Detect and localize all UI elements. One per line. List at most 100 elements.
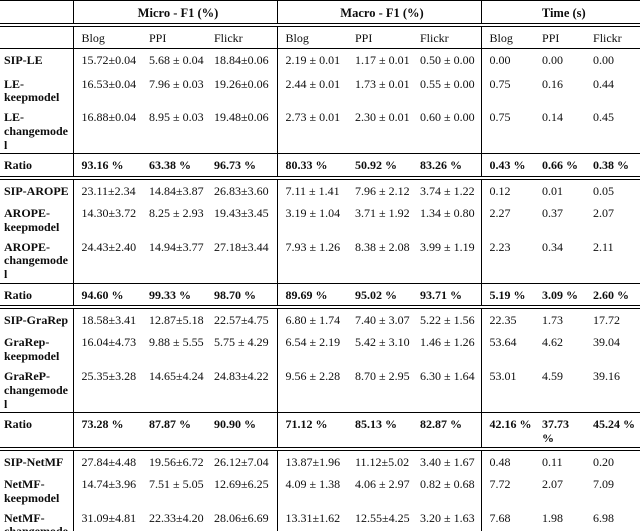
row-label: AROPE-keepmodel [0, 201, 74, 236]
value-cell: 93.16 % [73, 153, 141, 180]
value-cell: 11.12±5.02 [355, 455, 410, 470]
value-cell: 14.30±3.72 [81, 205, 137, 220]
value-cell: 6.98 [585, 506, 640, 531]
table-row: GraRep-keepmodel 16.04±4.73 9.88 ± 5.55 5.7… [0, 331, 640, 366]
value-cell: 26.12±7.04 [206, 449, 278, 474]
value-cell: 1.73 ± 0.01 [355, 76, 410, 91]
value-cell: 7.96 ± 2.12 [355, 183, 410, 198]
value-cell: 80.33 % [277, 153, 347, 180]
corner-cell [0, 24, 74, 49]
value-cell: 0.05 [593, 183, 615, 198]
value-cell: 2.27 [489, 205, 511, 220]
value-cell: 26.83±3.60 [206, 177, 278, 202]
value-cell: 1.17 ± 0.01 [355, 53, 410, 67]
value-cell: 23.11±2.34 [81, 183, 136, 198]
value-cell: 4.59 [534, 365, 586, 414]
value-cell: 27.18±3.44 [206, 235, 278, 284]
value-cell: 1.46 ± 1.26 [412, 331, 482, 366]
value-cell: 37.73 % [534, 412, 586, 452]
value-cell: 98.70 % [206, 283, 278, 310]
value-cell: 2.11 [585, 235, 640, 284]
corner-cell [0, 0, 74, 27]
value-cell: 0.20 [593, 455, 615, 470]
table-row: SIP-NetMF 27.84±4.48 19.56±6.72 26.12±7.04 1… [0, 449, 640, 474]
value-cell: 99.33 % [141, 283, 206, 310]
column-group-row: Micro - F1 (%) Macro - F1 (%) Time (s) [0, 0, 640, 27]
value-cell: 45.24 % [585, 412, 640, 452]
value-cell: 7.11 ± 1.41 [285, 183, 340, 198]
value-cell: 7.51 ± 5.05 [149, 477, 204, 492]
value-cell: 0.66 % [534, 153, 586, 180]
value-cell: 5.68 ± 0.04 [149, 53, 204, 67]
value-cell: 93.71 % [412, 283, 482, 310]
value-cell: 0.75 [489, 76, 511, 91]
value-cell: 12.69±6.25 [206, 473, 278, 507]
value-cell: 0.75 [481, 106, 535, 155]
table-body: SIP-LE 15.72±0.04 5.68 ± 0.04 18.84±0.06 2.1… [0, 48, 640, 531]
value-cell: 7.93 ± 1.26 [277, 235, 347, 284]
value-cell: 6.54 ± 2.19 [285, 335, 341, 350]
value-cell: 0.45 [585, 106, 640, 155]
value-cell: 7.40 ± 3.07 [355, 313, 410, 328]
value-cell: 90.90 % [206, 412, 278, 452]
value-cell: 7.96 ± 0.03 [149, 76, 204, 91]
dataset-header-flickr: Flickr [206, 24, 278, 49]
value-cell: 24.83±4.22 [206, 365, 278, 414]
ratio-row: Ratio 73.28 % 87.87 % 90.90 % 71.12 % 85.13 %… [0, 412, 640, 452]
value-cell: 96.73 % [206, 153, 278, 180]
value-cell: 53.64 [489, 335, 517, 350]
value-cell: 2.60 % [585, 283, 640, 310]
row-label: NetMF-keepmodel [0, 473, 74, 507]
value-cell: 89.69 % [277, 283, 347, 310]
value-cell: 8.95 ± 0.03 [141, 106, 206, 155]
table-row: AROPE-keepmodel 14.30±3.72 8.25 ± 2.93 19.4… [0, 201, 640, 236]
value-cell: 22.57±4.75 [206, 307, 278, 332]
dataset-header-blog: Blog [481, 24, 535, 49]
value-cell: 4.62 [542, 335, 564, 350]
value-cell: 2.07 [542, 477, 564, 492]
row-label: NetMF-changemodel [0, 506, 74, 531]
column-group-micro-f1: Micro - F1 (%) [73, 0, 278, 27]
value-cell: 18.84±0.06 [206, 48, 278, 73]
dataset-header-blog: Blog [73, 24, 141, 49]
value-cell: 0.01 [542, 183, 564, 198]
value-cell: 85.13 % [347, 412, 412, 452]
dataset-header-ppi: PPI [534, 24, 586, 49]
value-cell: 1.98 [534, 506, 586, 531]
value-cell: 1.73 [542, 313, 564, 328]
value-cell: 5.22 ± 1.56 [412, 307, 482, 332]
value-cell: 7.68 [481, 506, 535, 531]
value-cell: 16.53±0.04 [81, 76, 137, 91]
value-cell: 17.72 [593, 313, 621, 328]
table-row: GraReP-changemodel 25.35±3.28 14.65±4.24 24… [0, 365, 640, 414]
value-cell: 95.02 % [347, 283, 412, 310]
value-cell: 4.06 ± 2.97 [355, 477, 410, 492]
value-cell: 12.87±5.18 [149, 313, 204, 328]
table-row: NetMF-keepmodel 14.74±3.96 7.51 ± 5.05 12.6… [0, 473, 640, 507]
value-cell: 3.74 ± 1.22 [412, 177, 482, 202]
value-cell: 31.09±4.81 [73, 506, 141, 531]
value-cell: 0.44 [593, 76, 615, 91]
value-cell: 0.55 ± 0.00 [412, 72, 482, 107]
row-label: Ratio [0, 412, 74, 452]
value-cell: 3.19 ± 1.04 [285, 205, 341, 220]
table-row: SIP-AROPE 23.11±2.34 14.84±3.87 26.83±3.60 7… [0, 177, 640, 202]
value-cell: 5.75 ± 4.29 [206, 331, 278, 366]
value-cell: 7.72 [489, 477, 511, 492]
value-cell: 8.70 ± 2.95 [347, 365, 412, 414]
value-cell: 14.84±3.87 [149, 183, 204, 198]
row-label: Ratio [0, 153, 74, 180]
value-cell: 28.06±6.69 [206, 506, 278, 531]
value-cell: 2.30 ± 0.01 [347, 106, 412, 155]
value-cell: 39.16 [585, 365, 640, 414]
value-cell: 14.94±3.77 [141, 235, 206, 284]
value-cell: 3.40 ± 1.67 [412, 449, 482, 474]
value-cell: 9.88 ± 5.55 [149, 335, 204, 350]
row-label: SIP-LE [0, 48, 74, 73]
value-cell: 4.09 ± 1.38 [285, 477, 341, 492]
row-label: GraRep-keepmodel [0, 331, 74, 366]
value-cell: 83.26 % [412, 153, 482, 180]
value-cell: 2.23 [481, 235, 535, 284]
value-cell: 19.48±0.06 [206, 106, 278, 155]
value-cell: 87.87 % [141, 412, 206, 452]
